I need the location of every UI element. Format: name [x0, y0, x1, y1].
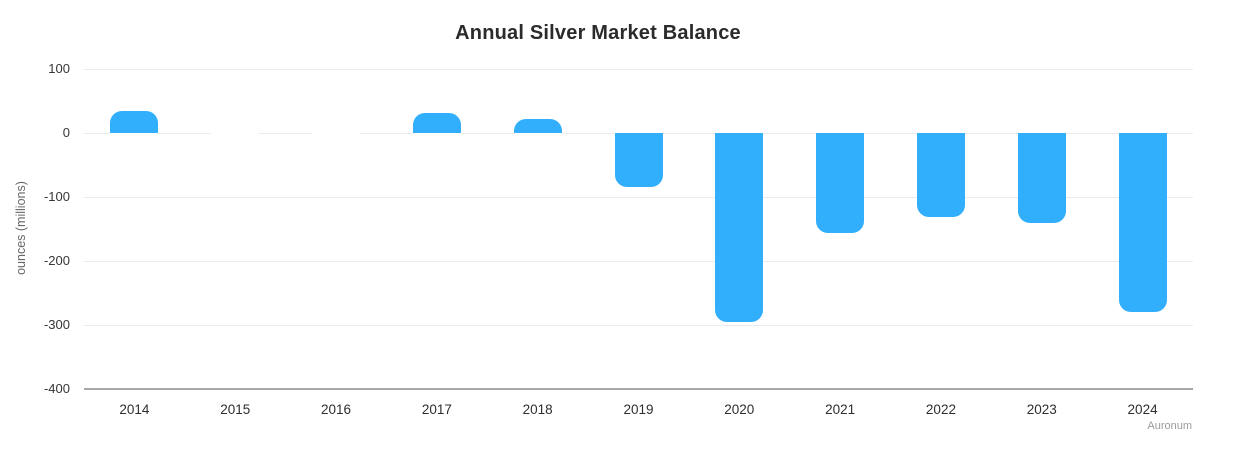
x-axis-label-2015: 2015: [220, 402, 251, 417]
x-axis-label-2020: 2020: [724, 402, 755, 417]
zero-gridline-segment: [561, 133, 615, 134]
y-tick-label-100: 100: [48, 61, 70, 76]
bar-2018[interactable]: [513, 118, 562, 133]
x-axis-label-2016: 2016: [321, 402, 352, 417]
y-tick-label-0: 0: [62, 125, 70, 140]
zero-gridline-segment: [662, 133, 716, 134]
y-tick-label--200: -200: [43, 253, 70, 268]
x-axis-label-2017: 2017: [421, 402, 452, 417]
zero-gridline-segment: [864, 133, 917, 134]
zero-gridline-segment: [259, 133, 313, 134]
x-axis-label-2024: 2024: [1127, 402, 1158, 417]
gridline--100: [84, 197, 1193, 198]
bar-2014[interactable]: [110, 111, 159, 133]
zero-gridline-segment: [763, 133, 817, 134]
gridline--200: [84, 261, 1193, 262]
watermark: Auronum: [1147, 420, 1192, 432]
zero-gridline-segment: [460, 133, 514, 134]
zero-gridline-segment: [964, 133, 1018, 134]
zero-gridline-segment: [158, 133, 212, 134]
bar-2020[interactable]: [715, 133, 764, 323]
x-axis-label-2021: 2021: [825, 402, 856, 417]
bar-2022[interactable]: [916, 133, 965, 218]
y-tick-label--100: -100: [43, 189, 70, 204]
bar-2024[interactable]: [1118, 133, 1167, 313]
gridline-100: [84, 69, 1193, 70]
y-tick-label--400: -400: [43, 381, 70, 396]
bar-2017[interactable]: [412, 112, 461, 133]
x-axis-label-2023: 2023: [1026, 402, 1057, 417]
zero-gridline-segment: [360, 133, 413, 134]
x-axis-label-2014: 2014: [119, 402, 150, 417]
gridline--300: [84, 325, 1193, 326]
x-axis-label-2019: 2019: [623, 402, 654, 417]
bar-2019[interactable]: [614, 133, 663, 188]
y-tick-label--300: -300: [43, 317, 70, 332]
zero-gridline-segment: [1166, 133, 1193, 134]
zero-gridline-segment: [84, 133, 111, 134]
chart-title: Annual Silver Market Balance: [455, 22, 741, 44]
x-axis-baseline: [84, 388, 1193, 390]
bar-2023[interactable]: [1017, 133, 1066, 224]
x-axis-label-2018: 2018: [522, 402, 553, 417]
zero-gridline-segment: [1065, 133, 1119, 134]
bar-2021[interactable]: [816, 133, 865, 233]
x-axis-label-2022: 2022: [925, 402, 956, 417]
